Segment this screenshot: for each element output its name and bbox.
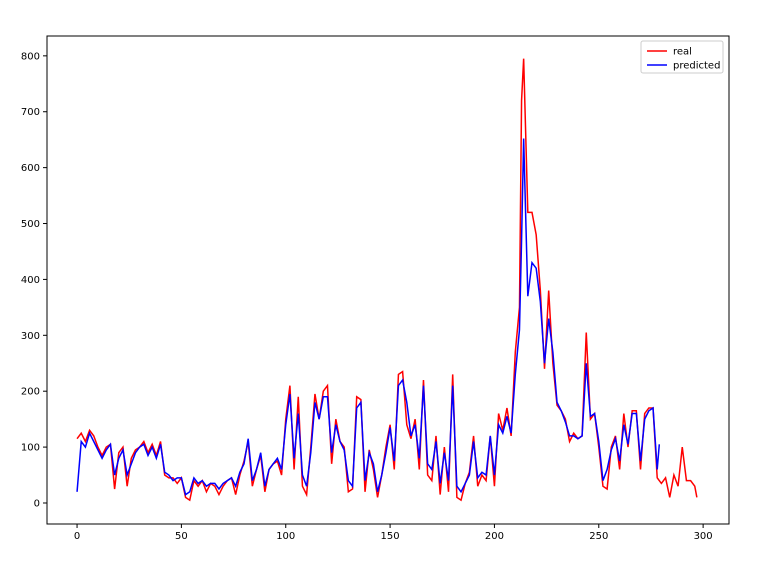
x-tick-label: 150 [381,531,400,542]
y-tick-label: 0 [34,498,40,509]
legend-label: predicted [673,61,720,72]
y-tick-label: 600 [21,163,40,174]
y-tick-label: 800 [21,51,40,62]
x-tick-label: 250 [589,531,608,542]
y-tick-label: 700 [21,107,40,118]
x-tick-label: 100 [276,531,295,542]
plot-frame [46,35,730,525]
y-tick-label: 300 [21,331,40,342]
x-tick-label: 200 [485,531,504,542]
y-tick-label: 400 [21,275,40,286]
x-tick-label: 50 [175,531,188,542]
y-tick-label: 500 [21,219,40,230]
y-tick-label: 100 [21,443,40,454]
y-tick-label: 200 [21,387,40,398]
x-tick-label: 0 [74,531,80,542]
legend-label: real [673,47,692,58]
x-tick-label: 300 [694,531,713,542]
data-line [76,138,661,496]
data-line [76,58,698,502]
